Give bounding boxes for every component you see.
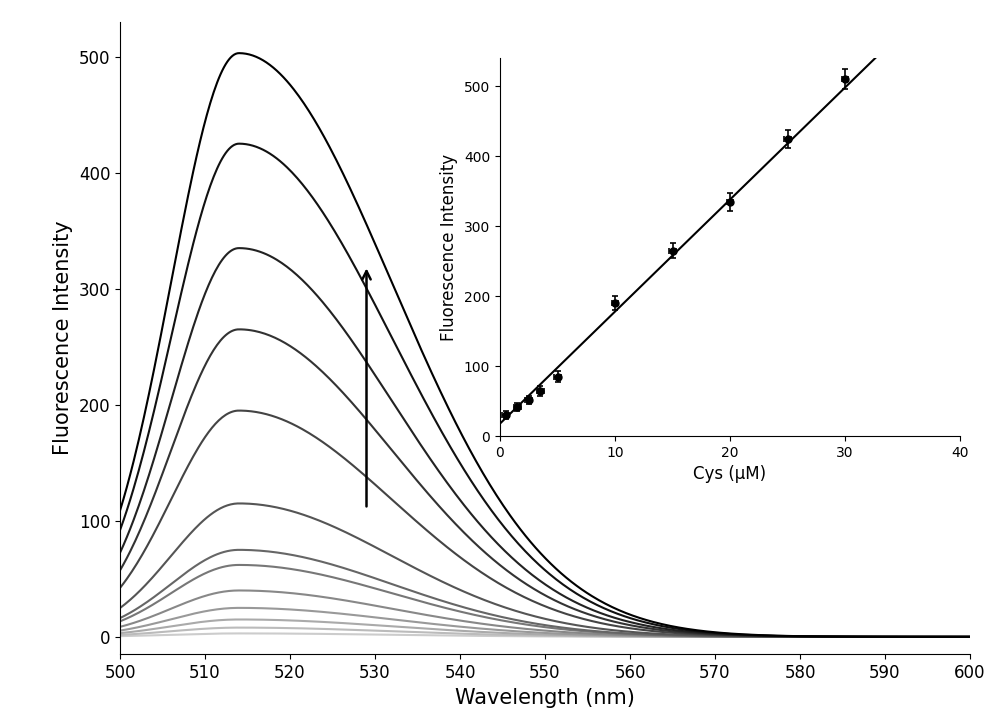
X-axis label: Wavelength (nm): Wavelength (nm) bbox=[455, 688, 635, 707]
Y-axis label: Fluorescence Intensity: Fluorescence Intensity bbox=[53, 221, 73, 455]
Y-axis label: Fluorescence Intensity: Fluorescence Intensity bbox=[440, 153, 458, 341]
X-axis label: Cys (μM): Cys (μM) bbox=[693, 465, 767, 483]
